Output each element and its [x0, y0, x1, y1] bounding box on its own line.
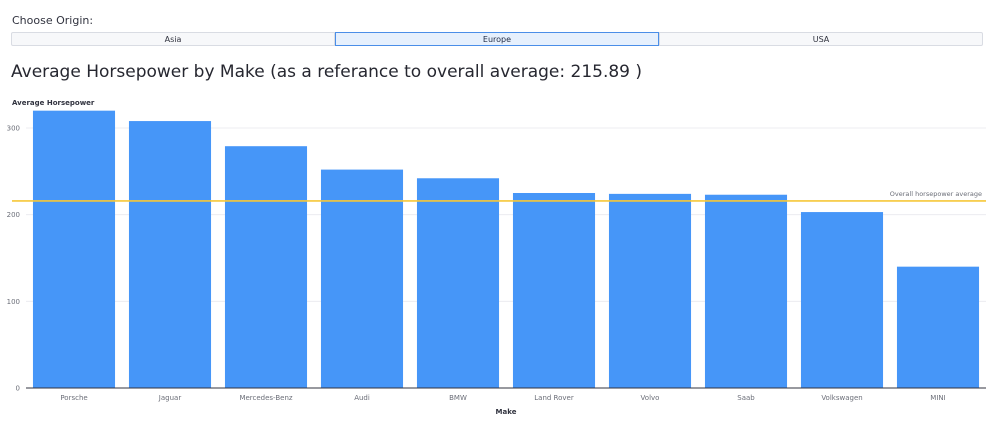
- y-tick-label: 100: [7, 298, 20, 306]
- y-tick-label: 300: [7, 125, 20, 133]
- bar-layer: [32, 110, 980, 389]
- y-tick-label: 200: [7, 211, 20, 219]
- bar: [512, 193, 596, 388]
- bar: [896, 266, 980, 388]
- bar: [320, 169, 404, 388]
- bar: [608, 193, 692, 388]
- x-tick-label: BMW: [449, 394, 467, 402]
- bar: [224, 146, 308, 388]
- x-tick-labels: Porsche Jaguar Mercedes-Benz Audi BMW Land Ro…: [60, 394, 945, 402]
- x-tick-label: Land Rover: [534, 394, 574, 402]
- x-axis-label: Make: [496, 408, 517, 416]
- origin-selector: Asia Europe USA: [11, 32, 983, 46]
- origin-label: Choose Origin:: [12, 14, 94, 27]
- y-axis-label: Average Horsepower: [12, 99, 95, 107]
- x-tick-label: Jaguar: [158, 394, 182, 402]
- x-tick-label: Volvo: [641, 394, 660, 402]
- origin-option-europe[interactable]: Europe: [335, 32, 659, 46]
- origin-option-usa[interactable]: USA: [659, 32, 983, 46]
- x-tick-label: Porsche: [60, 394, 87, 402]
- y-tick-label: 0: [16, 385, 20, 393]
- y-tick-labels: 0 100 200 300: [7, 125, 20, 393]
- reference-layer: Overall horsepower average: [12, 190, 986, 202]
- bar-chart: Overall horsepower average Porsche Jaguar…: [7, 99, 986, 416]
- bar: [32, 110, 116, 389]
- x-tick-label: Volkswagen: [821, 394, 862, 402]
- average-reference-label: Overall horsepower average: [890, 190, 982, 198]
- bar: [416, 178, 500, 388]
- chart-title: Average Horsepower by Make (as a referan…: [11, 62, 643, 82]
- x-tick-label: Saab: [737, 394, 755, 402]
- x-tick-label: MINI: [930, 394, 945, 402]
- bar: [704, 194, 788, 388]
- bar: [800, 212, 884, 388]
- x-tick-label: Audi: [354, 394, 370, 402]
- x-tick-label: Mercedes-Benz: [239, 394, 292, 402]
- bar: [128, 121, 212, 389]
- origin-option-asia[interactable]: Asia: [11, 32, 335, 46]
